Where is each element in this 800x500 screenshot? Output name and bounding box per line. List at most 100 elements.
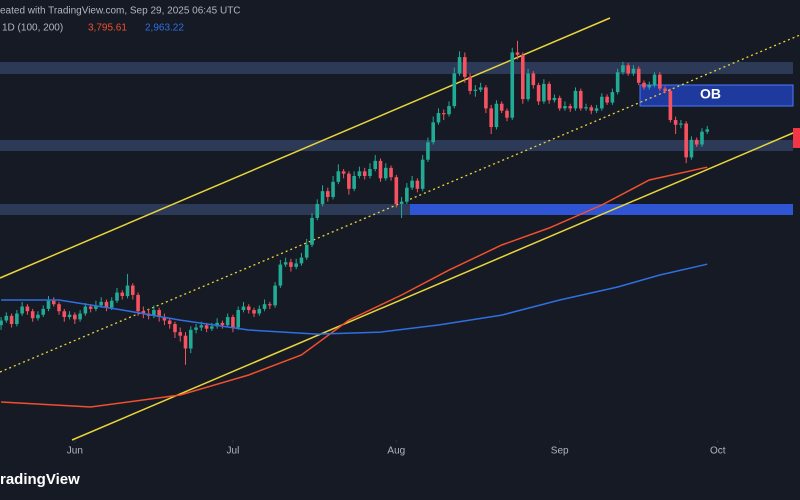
candle-body	[600, 96, 604, 109]
trend-line	[0, 17, 611, 279]
moving-average	[1, 166, 708, 408]
candle-body	[679, 123, 683, 125]
candle-body	[378, 160, 383, 179]
candle-body	[194, 327, 198, 330]
zone	[0, 140, 793, 151]
candle-body	[610, 92, 615, 103]
candle-body	[78, 313, 82, 320]
candle-body	[241, 306, 246, 311]
candle-body	[315, 203, 320, 218]
candle-body	[642, 82, 646, 88]
candle-body	[536, 85, 541, 102]
candle-body	[431, 122, 436, 143]
candle-body	[36, 314, 40, 319]
candle-body	[621, 65, 625, 73]
candle-body	[73, 314, 77, 320]
candle-body	[563, 106, 567, 109]
candle-body	[505, 110, 509, 118]
candle-body	[568, 106, 573, 109]
candle-body	[341, 171, 346, 174]
candle-body	[531, 73, 536, 86]
indicator: 1D (100, 200)	[2, 23, 63, 34]
x-tick-label: Jun	[67, 446, 83, 457]
candle-body	[362, 171, 367, 176]
candle-body	[694, 139, 699, 145]
candle-body	[99, 301, 103, 306]
legend-value: 3,795.61	[88, 23, 127, 34]
candle-body	[115, 292, 119, 301]
candle-body	[289, 262, 293, 267]
candle-body	[46, 300, 51, 309]
candle-body	[389, 167, 393, 178]
ob-box	[639, 84, 794, 107]
candle-body	[663, 88, 667, 91]
header: eated with TradingView.com, Sep 29, 2025…	[0, 6, 241, 17]
candle-body	[584, 107, 588, 109]
candle-body	[705, 129, 710, 132]
candle-body	[210, 326, 214, 329]
moving-average	[1, 263, 708, 335]
candle-body	[310, 217, 314, 245]
zone	[0, 204, 410, 215]
candle-body	[67, 314, 72, 318]
candle-body	[689, 139, 694, 158]
candle-body	[252, 310, 256, 314]
candle-body	[441, 113, 446, 115]
candle-body	[199, 325, 204, 328]
candle-body	[684, 123, 688, 158]
candle-body	[283, 262, 288, 265]
x-tick-label: Jul	[227, 446, 240, 457]
annotation: OB	[700, 86, 721, 102]
candle-body	[131, 285, 135, 295]
candle-body	[452, 73, 457, 107]
candle-body	[183, 335, 188, 349]
zone	[0, 62, 793, 74]
x-tick-label: Sep	[551, 446, 569, 457]
price-tag	[793, 128, 800, 148]
candle-body	[636, 68, 641, 83]
candle-body	[109, 300, 114, 308]
candle-body	[220, 322, 225, 326]
candle-body	[152, 310, 156, 316]
candle-body	[420, 159, 425, 189]
candle-body	[605, 96, 609, 103]
candle-body	[94, 305, 98, 309]
zone	[410, 204, 793, 215]
candle-body	[415, 180, 420, 189]
candle-body	[51, 300, 56, 305]
candle-body	[173, 324, 177, 333]
candle-body	[652, 74, 657, 86]
candle-body	[547, 83, 551, 101]
candle-body	[57, 304, 61, 312]
candle-body	[373, 160, 378, 170]
trend-line	[71, 129, 800, 441]
candle-body	[231, 317, 235, 328]
candle-body	[463, 57, 467, 77]
candle-body	[299, 257, 304, 264]
candle-body	[304, 244, 309, 258]
candle-body	[294, 263, 298, 267]
candle-body	[410, 180, 414, 188]
candle-body	[352, 176, 356, 189]
candle-body	[30, 311, 35, 319]
candle-body	[447, 106, 451, 115]
candle-body	[125, 285, 130, 297]
candle-body	[215, 322, 219, 327]
candle-body	[478, 87, 483, 90]
candle-body	[336, 171, 341, 182]
candle-body	[320, 191, 325, 204]
candle-body	[552, 97, 557, 101]
candle-body	[178, 332, 183, 336]
candle-body	[331, 181, 335, 197]
candle-body	[626, 65, 630, 74]
candle-body	[457, 57, 462, 74]
candle-body	[188, 329, 193, 349]
candle-body	[515, 52, 520, 55]
candle-body	[589, 107, 594, 111]
candle-body	[700, 131, 704, 145]
candle-body	[383, 167, 388, 179]
candle-body	[426, 142, 430, 160]
candle-body	[368, 169, 372, 176]
candle-body	[136, 294, 140, 312]
